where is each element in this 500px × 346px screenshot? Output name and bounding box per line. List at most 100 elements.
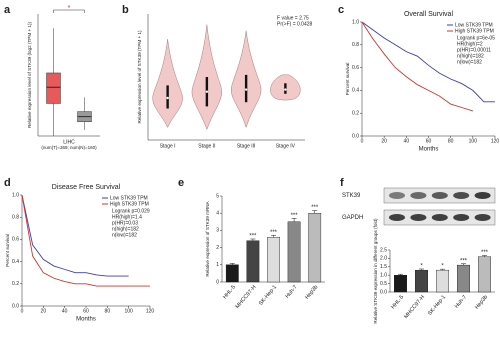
bar <box>415 269 429 293</box>
annotation: n(high)=182 <box>457 53 484 59</box>
blot-band <box>410 192 427 199</box>
annotation: n(high)=182 <box>112 226 139 232</box>
x-tick-label: 40 <box>62 308 68 314</box>
survival-curve <box>21 194 129 277</box>
annotation: n(low)=182 <box>457 59 482 65</box>
panel-letter: a <box>4 4 11 16</box>
error-bar <box>312 210 318 214</box>
significance-bracket <box>53 9 85 13</box>
blot-label: GAPDH <box>342 215 363 221</box>
y-axis-label: Relative expression level of STK39 (log2… <box>27 21 32 128</box>
y-tick-label: 3 <box>216 228 219 234</box>
x-tick-label: SK-Hep-1 <box>258 284 278 306</box>
y-tick-label: 1.0 <box>12 192 19 198</box>
panel-letter: f <box>340 177 344 189</box>
y-tick-label: 0.6 <box>12 237 19 243</box>
y-tick-label: 1.0 <box>352 19 359 25</box>
bar <box>308 212 322 283</box>
y-tick-label: 0.0 <box>12 303 19 309</box>
x-axis-label: Months <box>76 317 96 323</box>
x-tick-label: MHCC97-H <box>235 284 258 310</box>
blot-band <box>431 192 448 199</box>
x-tick-label: Hep3b <box>474 294 489 310</box>
bar <box>457 264 471 293</box>
annotation: Pr(>F) = 0.0428 <box>277 21 313 27</box>
error-bar <box>440 268 445 271</box>
x-tick-label: 20 <box>41 308 47 314</box>
panel-letter: b <box>122 4 129 16</box>
significance: *** <box>481 250 489 256</box>
significance: * <box>68 5 71 12</box>
bar <box>287 221 301 283</box>
blot-band <box>389 214 405 221</box>
x-tick-label: Huh-7 <box>454 294 468 309</box>
y-axis-label: Relative expression level of STK39 (TPM … <box>137 30 142 124</box>
y-axis-label: Relative expression of STK39 mRNA <box>205 200 210 276</box>
annotation: HR(high)=2 <box>457 41 483 47</box>
median <box>244 88 248 91</box>
y-tick-label: 0.8 <box>12 215 19 221</box>
blot-band <box>453 214 470 221</box>
x-tick-label: 20 <box>381 138 387 144</box>
x-tick-label: 40 <box>404 138 410 144</box>
blot-band <box>453 192 470 199</box>
blot-band <box>410 214 427 221</box>
x-tick-label: Stage I <box>160 143 176 149</box>
x-tick-label: 120 <box>146 308 155 314</box>
x-tick-label: 0 <box>361 138 364 144</box>
x-tick-label: MHCC97-H <box>403 294 426 320</box>
annotation: Logrank p=6e-05 <box>457 35 495 41</box>
y-tick-label: 0.0 <box>352 133 359 139</box>
y-tick-label: 1.5 <box>380 264 387 270</box>
x-tick-label: Stage II <box>198 143 215 149</box>
error-bar <box>461 263 466 266</box>
significance: *** <box>291 213 299 219</box>
y-tick-label: 2 <box>216 245 219 251</box>
x-tick-label: 100 <box>469 138 478 144</box>
panel-letter: c <box>338 4 344 16</box>
annotation: p(HR)=0.03 <box>112 220 138 226</box>
significance: *** <box>460 258 468 264</box>
legend-label: High STK39 TPM <box>455 28 494 34</box>
annotation: Logrank p=0.029 <box>112 208 150 214</box>
subtitle: (num(T)=369; num(N)=160) <box>41 145 97 150</box>
x-tick-label: 100 <box>124 308 133 314</box>
bar <box>478 256 492 293</box>
median <box>166 96 169 100</box>
y-tick-label: 5 <box>216 193 219 199</box>
x-tick-label: Stage III <box>237 143 256 149</box>
y-tick-label: 2.0 <box>380 256 387 262</box>
y-tick-label: 0.2 <box>12 281 19 287</box>
y-tick-label: 2.5 <box>380 247 387 253</box>
significance: * <box>420 264 423 270</box>
significance: *** <box>311 205 319 211</box>
y-tick-label: 4 <box>216 211 219 217</box>
x-tick-label: Stage IV <box>276 143 296 149</box>
error-bar <box>482 255 487 257</box>
x-tick-label: HHL-5 <box>222 284 237 300</box>
error-bar <box>229 263 235 265</box>
error-bar <box>291 218 297 222</box>
y-tick-label: 0.8 <box>352 42 359 48</box>
panel-letter: d <box>4 177 11 189</box>
legend-label: Low STK39 TPM <box>110 195 148 201</box>
blot-band <box>389 192 405 199</box>
legend-label: Low STK39 TPM <box>455 22 493 28</box>
bar <box>225 264 239 283</box>
error-bar <box>271 234 276 238</box>
bar <box>436 269 450 293</box>
x-axis-label: LIHC <box>63 139 75 145</box>
y-tick-label: 0.6 <box>352 65 359 71</box>
violin <box>152 39 183 128</box>
median <box>284 88 287 91</box>
survival-curve <box>361 21 495 103</box>
blot-band <box>474 214 491 221</box>
chart-title: Overall Survival <box>404 11 453 18</box>
x-tick-label: 60 <box>426 138 432 144</box>
y-tick-label: 1.0 <box>380 273 387 279</box>
x-tick-label: SK-Hep-1 <box>427 294 447 316</box>
significance: *** <box>249 234 257 240</box>
y-axis-label: Percent survival <box>345 63 350 96</box>
